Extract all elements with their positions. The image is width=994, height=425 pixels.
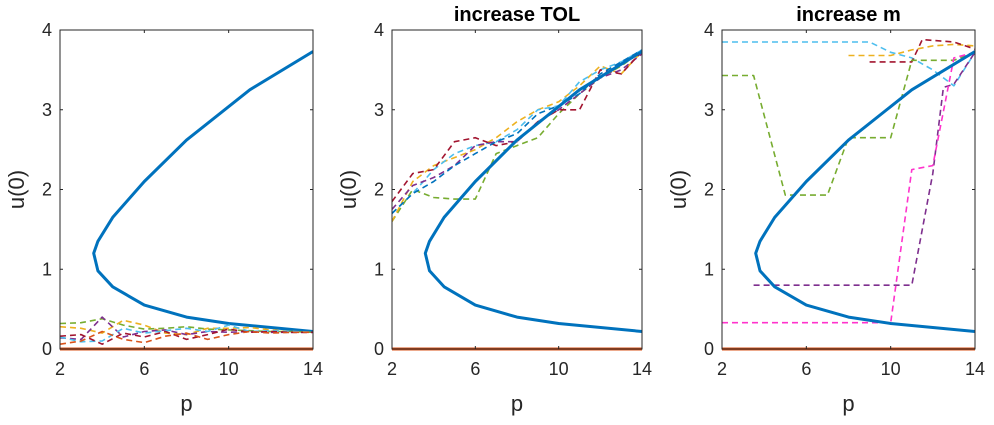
x-tick-label: 6: [470, 359, 480, 379]
y-axis-label: u(0): [336, 170, 361, 209]
y-tick-label: 0: [42, 339, 52, 359]
y-tick-label: 3: [42, 100, 52, 120]
x-tick-label: 10: [219, 359, 239, 379]
series-line-dashed-2: [392, 50, 642, 222]
series-line-dashed-6: [60, 328, 313, 345]
y-axis-label: u(0): [4, 170, 29, 209]
y-tick-label: 4: [374, 20, 384, 40]
y-tick-label: 1: [42, 259, 52, 279]
y-axis-label: u(0): [666, 170, 691, 209]
series-line-bifurcation-7: [423, 50, 642, 333]
subplot-2: 2 6 10 14 0 1 2 3 4 p u(0) increase TOL: [336, 4, 652, 416]
subplot-3: 2 6 10 14 0 1 2 3 4 p u(0) increase m: [666, 4, 985, 416]
x-axis-label: p: [842, 391, 854, 416]
x-tick-label: 6: [139, 359, 149, 379]
x-tick-label: 14: [965, 359, 985, 379]
series-line-dashed-4: [60, 316, 313, 341]
y-tick-label: 4: [704, 20, 714, 40]
x-tick-label: 6: [801, 359, 811, 379]
y-tick-label: 1: [704, 259, 714, 279]
y-tick-label: 3: [704, 100, 714, 120]
x-tick-label: 2: [55, 359, 65, 379]
x-tick-label: 10: [881, 359, 901, 379]
plot-area: [722, 30, 975, 349]
subplot-1: 2 6 10 14 0 1 2 3 4 p u(0): [4, 20, 323, 416]
x-tick-label: 2: [717, 359, 727, 379]
y-tick-label: 0: [374, 339, 384, 359]
y-tick-label: 0: [704, 339, 714, 359]
y-tick-label: 3: [374, 100, 384, 120]
y-tick-label: 2: [374, 180, 384, 200]
series-line-bifurcation-0: [92, 50, 313, 333]
series-line-bifurcation-7: [754, 50, 975, 333]
plot-area: [392, 30, 642, 349]
chart-title: increase TOL: [454, 4, 580, 26]
series-line-dashed-5: [753, 51, 975, 286]
x-axis-label: p: [511, 391, 523, 416]
x-axis-label: p: [180, 391, 192, 416]
series-line-dashed-4: [722, 51, 975, 196]
series-line-dashed-1: [722, 41, 975, 87]
x-tick-label: 14: [632, 359, 652, 379]
y-tick-label: 1: [374, 259, 384, 279]
series-line-dashed-3: [869, 38, 975, 63]
series-line-dashed-6: [392, 49, 642, 214]
plot-area: [60, 30, 313, 349]
y-tick-label: 2: [42, 180, 52, 200]
y-tick-label: 2: [704, 180, 714, 200]
x-tick-label: 14: [303, 359, 323, 379]
x-tick-label: 10: [549, 359, 569, 379]
series-line-dashed-2: [60, 317, 313, 334]
chart-title: increase m: [796, 4, 901, 26]
series-line-dashed-2: [848, 43, 975, 57]
series-line-dashed-7: [60, 330, 313, 345]
series-line-dashed-6: [722, 51, 975, 324]
x-tick-label: 2: [387, 359, 397, 379]
series-line-dashed-5: [60, 324, 313, 343]
y-tick-label: 4: [42, 20, 52, 40]
